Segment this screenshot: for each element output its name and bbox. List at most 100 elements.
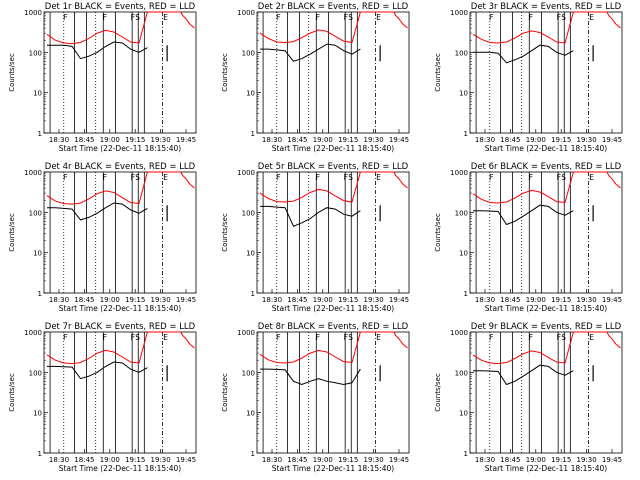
x-tick-label: 18:45: [500, 296, 520, 304]
lld-series-line: [259, 11, 408, 44]
plot-frame: [256, 331, 410, 454]
interval-marker: F: [102, 333, 107, 342]
detector-panel-8: Det 8r BLACK = Events, RED = LLD 1 10 100 10…: [213, 320, 426, 480]
y-tick-label: 100: [29, 209, 42, 217]
y-axis-label: Counts/sec: [221, 373, 229, 412]
x-axis-label: Start Time (22-Dec-11 18:15:40): [485, 144, 607, 153]
x-tick-label: 18:30: [262, 456, 282, 464]
x-axis-label: Start Time (22-Dec-11 18:15:40): [272, 464, 394, 473]
interval-marker: E: [376, 13, 381, 22]
chart-title: Det 4r BLACK = Events, RED = LLD: [45, 162, 196, 172]
interval-marker: E: [589, 333, 594, 342]
y-tick-label: 1000: [450, 169, 468, 177]
x-tick-label: 19:45: [389, 296, 409, 304]
x-tick-label: 19:15: [551, 296, 571, 304]
chart-title: Det 2r BLACK = Events, RED = LLD: [258, 2, 409, 12]
y-axis-label: Counts/sec: [434, 213, 442, 252]
y-tick-label: 10: [33, 250, 42, 258]
x-tick-label: 19:30: [364, 136, 384, 144]
interval-marker: FS: [343, 173, 353, 182]
events-series-line: [47, 202, 148, 221]
x-tick-label: 19:15: [338, 136, 358, 144]
interval-marker: FS: [343, 13, 353, 22]
interval-marker: F: [63, 13, 68, 22]
y-tick-label: 100: [242, 49, 255, 57]
x-tick-label: 19:30: [364, 456, 384, 464]
y-tick-label: 1: [251, 450, 255, 458]
interval-marker: E: [589, 173, 594, 182]
y-axis-label: Counts/sec: [8, 53, 16, 92]
y-tick-label: 1: [38, 130, 42, 138]
x-tick-label: 19:30: [577, 136, 597, 144]
interval-marker: FS: [556, 173, 566, 182]
y-tick-label: 10: [246, 410, 255, 418]
x-tick-label: 19:00: [526, 296, 546, 304]
events-series-line: [260, 368, 361, 386]
y-axis-label: Counts/sec: [8, 373, 16, 412]
x-tick-label: 19:00: [526, 456, 546, 464]
y-tick-label: 1000: [24, 9, 42, 17]
y-tick-label: 1000: [237, 9, 255, 17]
plot-frame: [469, 331, 623, 454]
detector-panel-5: Det 5r BLACK = Events, RED = LLD 1 10 100 10…: [213, 160, 426, 320]
y-tick-label: 100: [242, 369, 255, 377]
x-tick-label: 18:30: [475, 136, 495, 144]
y-tick-label: 10: [459, 90, 468, 98]
interval-marker: F: [63, 333, 68, 342]
plot-frame: [469, 11, 623, 134]
x-tick-label: 19:30: [364, 296, 384, 304]
interval-marker: F: [489, 333, 494, 342]
chart-title: Det 1r BLACK = Events, RED = LLD: [45, 2, 196, 12]
lld-series-line: [472, 171, 621, 204]
y-tick-label: 1: [38, 290, 42, 298]
interval-marker: F: [276, 13, 281, 22]
x-tick-label: 19:45: [176, 136, 196, 144]
interval-marker: F: [528, 333, 533, 342]
x-tick-label: 18:30: [475, 456, 495, 464]
plot-frame: [43, 11, 197, 134]
y-tick-label: 1000: [24, 169, 42, 177]
plot-frame: [469, 171, 623, 294]
lld-series-line: [259, 171, 408, 203]
x-tick-label: 19:15: [338, 296, 358, 304]
x-tick-label: 18:30: [49, 136, 69, 144]
interval-marker: FS: [130, 13, 140, 22]
events-series-line: [473, 204, 574, 226]
detector-panel-7: Det 7r BLACK = Events, RED = LLD 1 10 100 10…: [0, 320, 213, 480]
x-tick-label: 19:15: [551, 456, 571, 464]
x-tick-label: 19:00: [313, 296, 333, 304]
interval-marker: E: [163, 13, 168, 22]
lld-series-line: [259, 331, 408, 364]
interval-marker: FS: [343, 333, 353, 342]
x-tick-label: 18:30: [475, 296, 495, 304]
events-series-line: [473, 44, 574, 64]
y-tick-label: 1: [464, 130, 468, 138]
x-tick-label: 19:15: [125, 136, 145, 144]
y-tick-label: 10: [246, 250, 255, 258]
interval-marker: F: [102, 173, 107, 182]
detector-plot-svg: Det 6r BLACK = Events, RED = LLD 1 10 100 10…: [434, 162, 623, 313]
x-tick-label: 18:45: [74, 136, 94, 144]
detector-plot-svg: Det 1r BLACK = Events, RED = LLD 1 10 100 10…: [8, 2, 197, 153]
x-tick-label: 18:45: [287, 296, 307, 304]
plot-frame: [43, 331, 197, 454]
events-series-line: [260, 43, 361, 62]
y-tick-label: 10: [246, 90, 255, 98]
interval-marker: E: [589, 13, 594, 22]
x-tick-label: 18:45: [74, 456, 94, 464]
x-tick-label: 18:45: [500, 456, 520, 464]
chart-title: Det 7r BLACK = Events, RED = LLD: [45, 322, 196, 332]
x-tick-label: 19:15: [551, 136, 571, 144]
y-tick-label: 100: [29, 369, 42, 377]
interval-marker: FS: [556, 333, 566, 342]
x-axis-label: Start Time (22-Dec-11 18:15:40): [485, 464, 607, 473]
x-tick-label: 19:30: [151, 456, 171, 464]
y-tick-label: 1000: [237, 169, 255, 177]
y-tick-label: 1000: [450, 9, 468, 17]
detector-panel-1: Det 1r BLACK = Events, RED = LLD 1 10 100 10…: [0, 0, 213, 160]
x-tick-label: 18:45: [500, 136, 520, 144]
interval-marker: FS: [130, 173, 140, 182]
x-tick-label: 19:00: [100, 456, 120, 464]
x-tick-label: 19:30: [151, 296, 171, 304]
x-axis-label: Start Time (22-Dec-11 18:15:40): [272, 304, 394, 313]
